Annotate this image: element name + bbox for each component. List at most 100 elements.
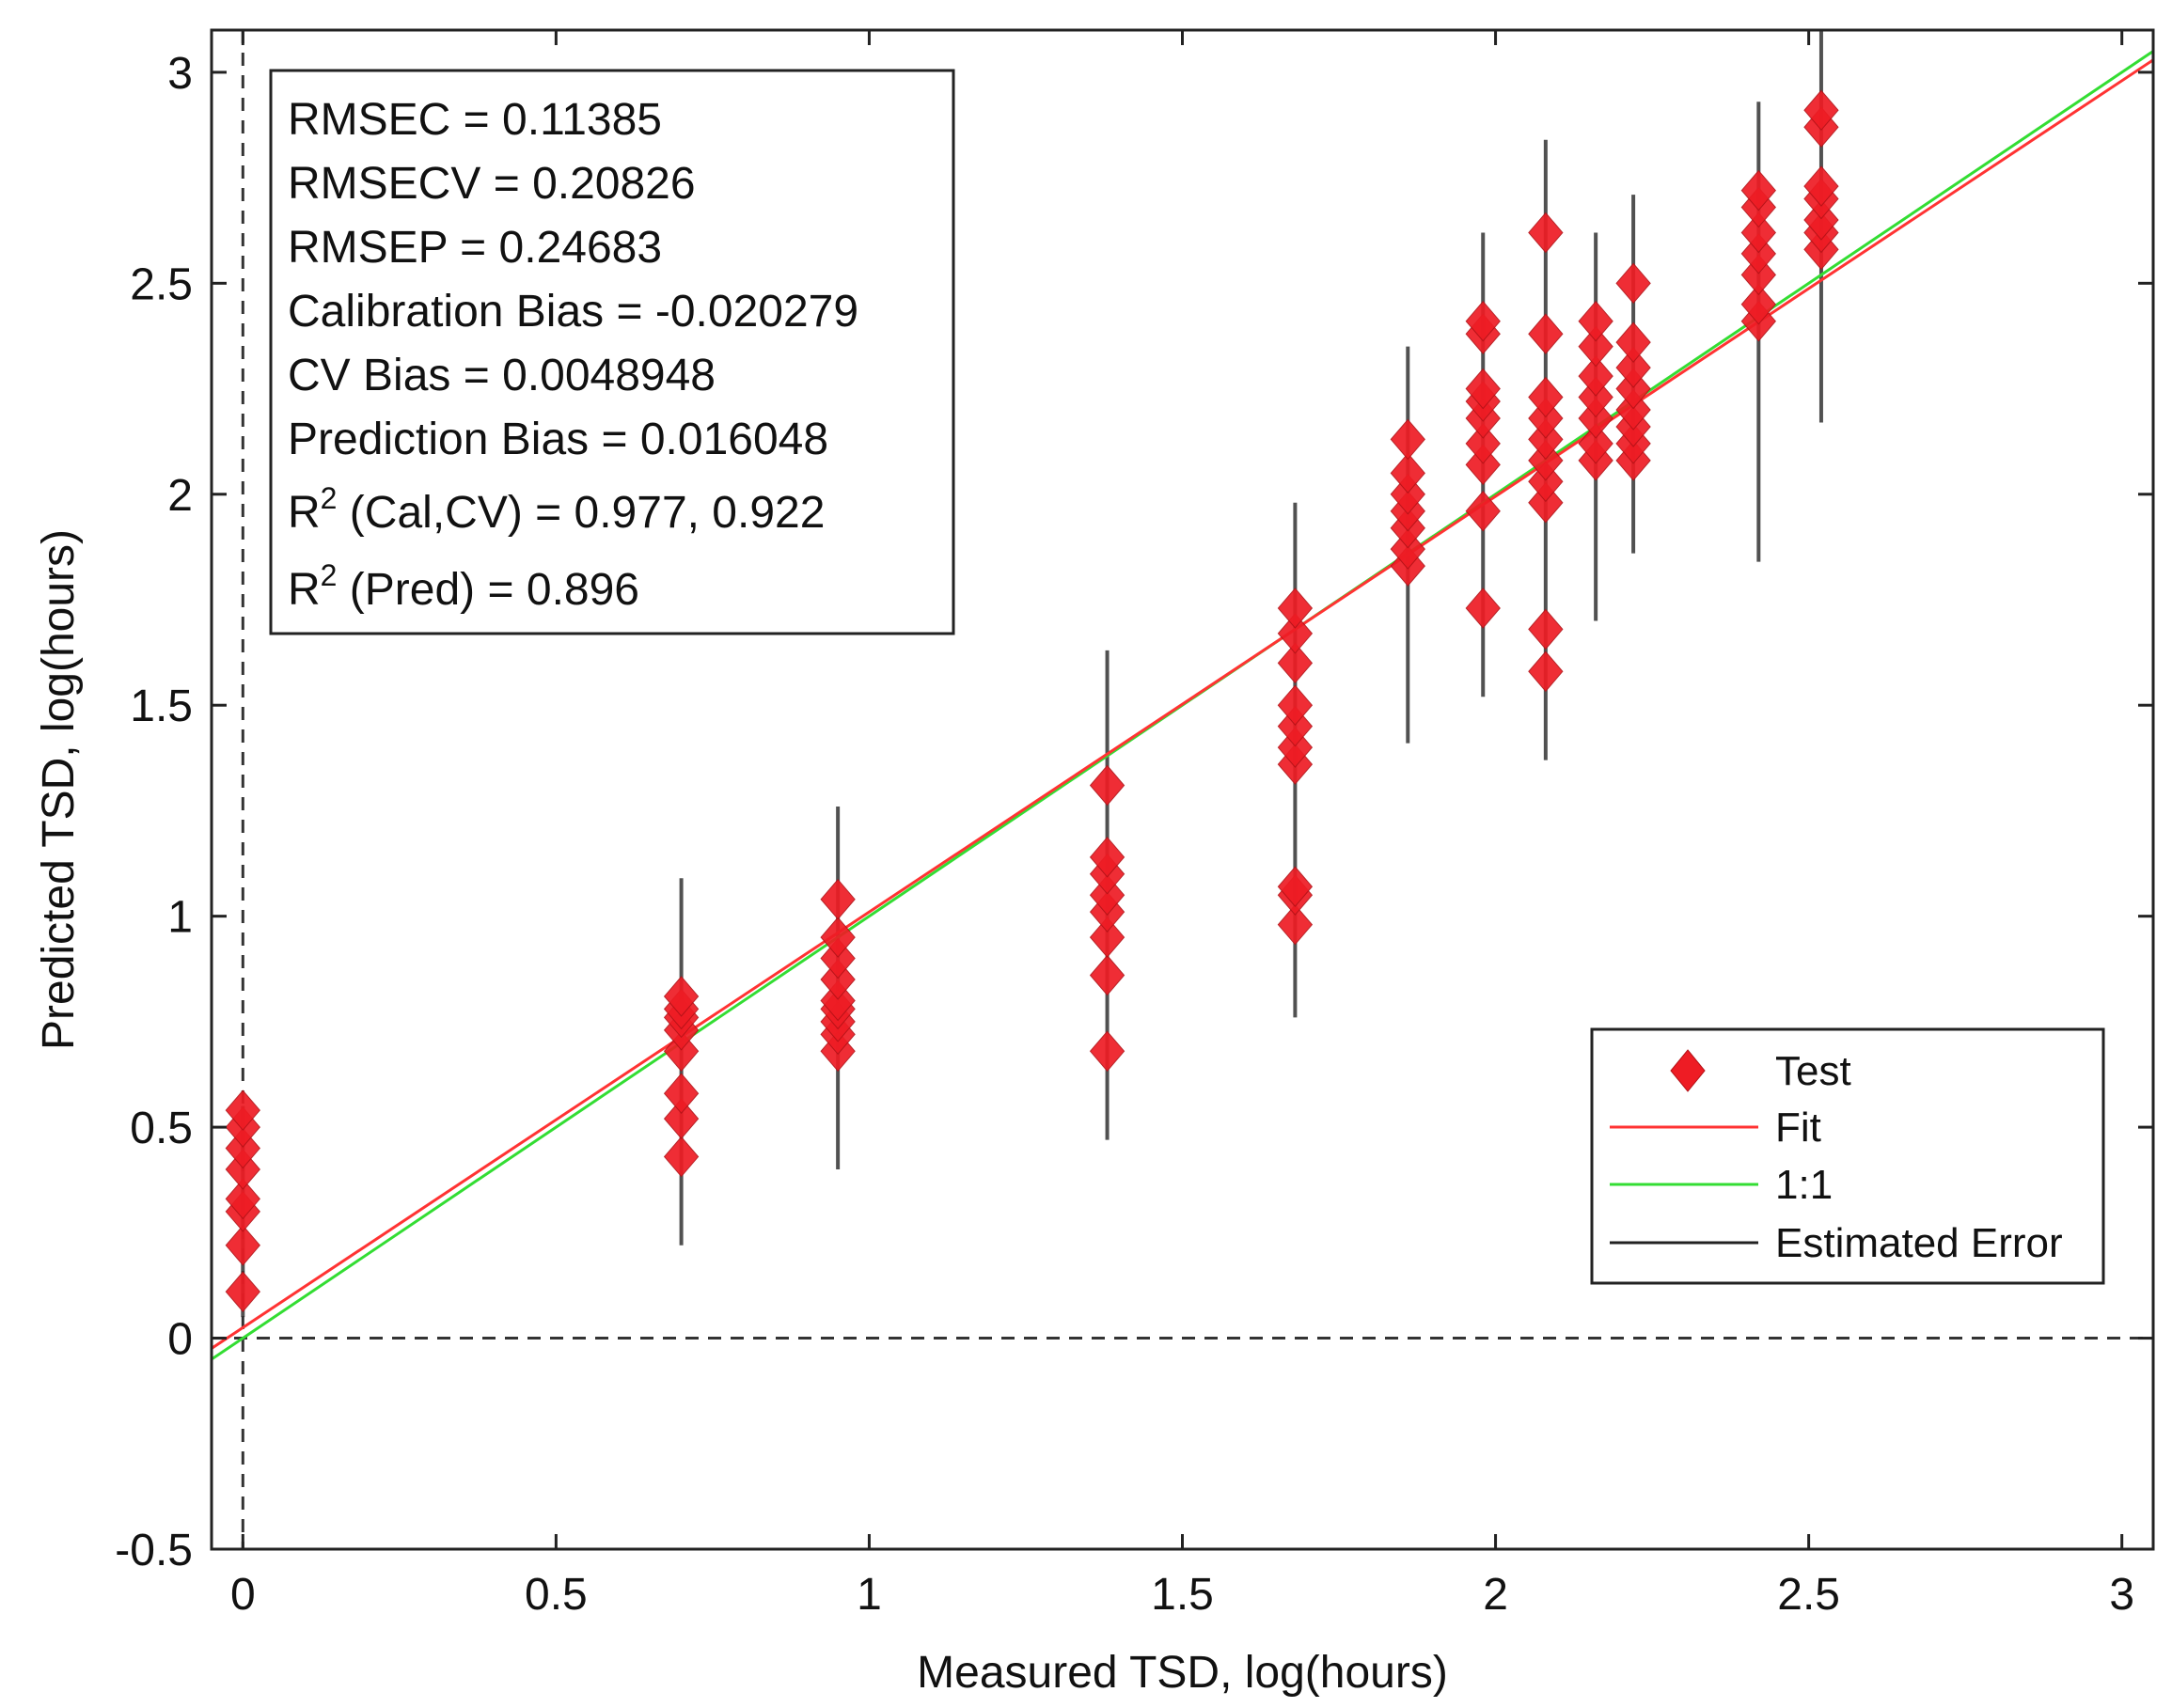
- data-point: [1089, 954, 1125, 996]
- x-tick-label: 3: [2109, 1570, 2134, 1620]
- data-point: [820, 959, 856, 1000]
- data-point: [225, 1127, 260, 1169]
- y-tick-label: 2: [167, 471, 193, 521]
- fit-line: [212, 58, 2153, 1350]
- stat-r2-pred-prefix: R: [288, 565, 321, 615]
- data-point: [225, 1225, 260, 1266]
- data-point: [1528, 440, 1564, 481]
- y-tick-label: 1: [167, 893, 193, 943]
- data-point: [663, 1098, 700, 1139]
- data-point: [1465, 490, 1501, 532]
- stat-cv-bias: CV Bias = 0.0048948: [288, 351, 716, 400]
- data-point: [1615, 368, 1651, 410]
- data-point: [1615, 389, 1651, 431]
- data-point: [1277, 903, 1314, 946]
- data-point: [1578, 300, 1613, 342]
- data-point: [663, 1030, 700, 1073]
- data-point: [225, 1271, 260, 1312]
- data-point: [1277, 684, 1314, 726]
- stat-r2-pred-rest: (Pred) = 0.896: [337, 565, 639, 615]
- data-point: [1465, 300, 1501, 342]
- data-point: [1528, 650, 1564, 693]
- stat-rmsec: RMSEC = 0.11385: [288, 95, 662, 145]
- stat-r2-cal-cv-rest: (Cal,CV) = 0.977, 0.922: [337, 488, 825, 538]
- x-tick-label: 0: [230, 1570, 256, 1620]
- data-point: [1803, 89, 1839, 132]
- stats-box: RMSEC = 0.11385 RMSECV = 0.20826 RMSEP =…: [269, 69, 955, 635]
- data-point: [1740, 254, 1776, 296]
- data-point: [1277, 613, 1314, 654]
- y-tick-label: 2.5: [130, 259, 193, 309]
- data-point: [1089, 1030, 1125, 1073]
- data-point: [1528, 481, 1564, 524]
- data-point: [1578, 398, 1613, 439]
- data-point: [663, 976, 700, 1017]
- data-point: [1578, 355, 1613, 397]
- data-point: [1528, 418, 1564, 461]
- legend: Test Fit 1:1 Estimated Error: [1590, 1027, 2105, 1285]
- y-axis-title: Predicted TSD, log(hours): [34, 529, 84, 1050]
- data-point: [1615, 262, 1651, 305]
- data-point: [1277, 588, 1314, 629]
- data-point: [1465, 444, 1501, 486]
- data-point: [1465, 423, 1501, 464]
- plot-content: [212, 30, 2153, 1549]
- data-point: [1578, 423, 1613, 464]
- data-point: [1089, 837, 1125, 878]
- legend-label-identity: 1:1: [1775, 1162, 1833, 1208]
- data-point: [1089, 917, 1125, 958]
- y-tick-label: 3: [167, 49, 193, 99]
- x-tick-label: 1: [857, 1570, 882, 1620]
- stat-rmsep: RMSEP = 0.24683: [288, 223, 662, 273]
- data-point: [1089, 764, 1125, 807]
- data-point: [820, 917, 856, 958]
- data-point: [1089, 874, 1125, 916]
- data-point: [1740, 233, 1776, 274]
- data-point: [1390, 418, 1425, 461]
- legend-label-fit: Fit: [1775, 1105, 1821, 1151]
- data-point: [1615, 347, 1651, 388]
- x-tick-label: 2.5: [1777, 1570, 1840, 1620]
- data-point: [1528, 212, 1564, 254]
- legend-label-estimated-error: Estimated Error: [1775, 1220, 2063, 1266]
- data-point: [1740, 284, 1776, 325]
- y-tick-label: 1.5: [130, 682, 193, 731]
- x-axis-title: Measured TSD, log(hours): [917, 1648, 1448, 1698]
- x-tick-label: 1.5: [1151, 1570, 1214, 1620]
- data-point: [820, 878, 856, 920]
- data-point: [225, 1089, 260, 1131]
- data-point: [1740, 212, 1776, 254]
- data-point: [1528, 376, 1564, 418]
- data-point: [1803, 165, 1839, 207]
- data-point: [1578, 325, 1613, 368]
- data-point: [225, 1149, 260, 1190]
- legend-label-test: Test: [1775, 1048, 1851, 1094]
- stat-r2-pred-sup: 2: [321, 558, 338, 592]
- data-point: [663, 1136, 700, 1178]
- stat-r2-cal-cv-sup: 2: [321, 481, 338, 515]
- stat-r2-pred: R2 (Pred) = 0.896: [288, 558, 639, 615]
- stat-rmsecv: RMSECV = 0.20826: [288, 159, 696, 209]
- data-point: [1390, 452, 1425, 494]
- data-point: [1578, 376, 1613, 418]
- y-tick-label: 0.5: [130, 1104, 193, 1153]
- stat-r2-cal-cv-prefix: R: [288, 488, 321, 538]
- data-point: [1277, 866, 1314, 908]
- data-point: [1528, 313, 1564, 354]
- data-point: [225, 1178, 260, 1220]
- data-point: [1390, 528, 1425, 570]
- data-point: [1277, 705, 1314, 747]
- data-point: [1803, 199, 1839, 241]
- legend-marker-test: [1670, 1049, 1706, 1092]
- stat-prediction-bias: Prediction Bias = 0.016048: [288, 415, 828, 464]
- y-tick-label: -0.5: [115, 1526, 193, 1575]
- data-point: [1277, 642, 1314, 684]
- data-point: [1615, 321, 1651, 363]
- stats-box-frame: [269, 69, 955, 635]
- data-point: [1390, 474, 1425, 515]
- data-point: [1528, 398, 1564, 439]
- x-tick-label: 2: [1483, 1570, 1508, 1620]
- data-point: [1465, 368, 1501, 410]
- y-tick-label: 0: [167, 1315, 193, 1365]
